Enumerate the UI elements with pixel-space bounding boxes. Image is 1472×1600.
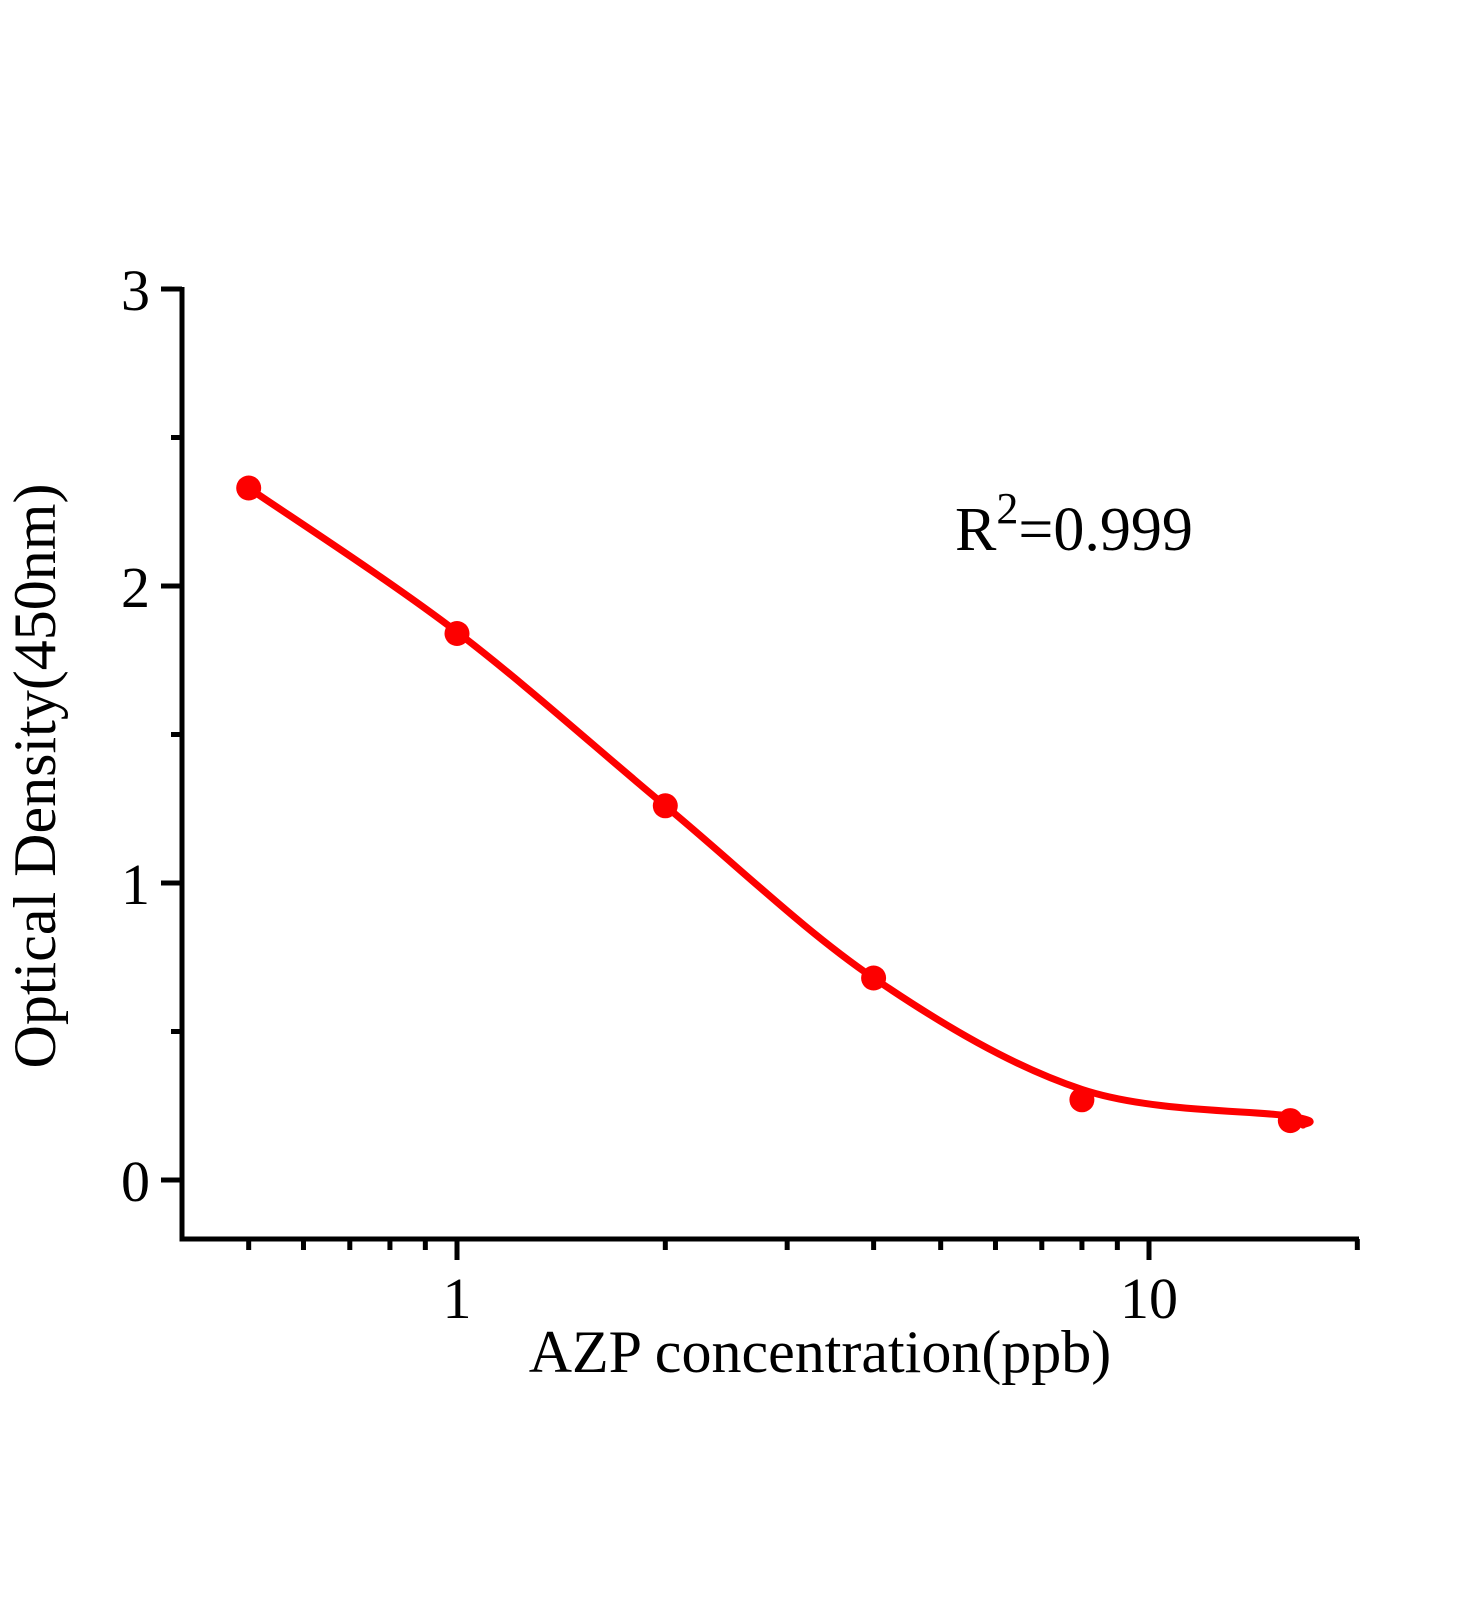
y-axis-major-ticks — [161, 286, 182, 1183]
y-tick-label: 1 — [121, 852, 150, 917]
y-axis-title: Optical Density(450nm) — [2, 484, 68, 1069]
x-axis-major-ticks — [454, 1239, 1152, 1260]
y-axis-tick-labels: 0 1 2 3 — [121, 258, 150, 1214]
x-tick-label: 1 — [443, 1266, 472, 1331]
y-axis-minor-ticks — [171, 435, 182, 1034]
data-point — [1277, 1108, 1303, 1134]
data-point — [1069, 1087, 1095, 1113]
data-point — [652, 793, 678, 819]
axis-spines — [179, 287, 1359, 1242]
r-squared-base: R — [955, 496, 997, 564]
y-tick-label: 0 — [121, 1149, 150, 1214]
r-squared-superscript: 2 — [996, 484, 1018, 533]
r-squared-annotation: R2=0.999 — [955, 484, 1193, 564]
x-axis-title: AZP concentration(ppb) — [529, 1319, 1112, 1385]
y-tick-label: 2 — [121, 555, 150, 620]
data-point — [444, 621, 470, 646]
r-squared-value: =0.999 — [1018, 496, 1192, 564]
x-tick-label: 10 — [1120, 1266, 1178, 1331]
fit-curve-line — [245, 484, 1314, 1129]
x-axis-tick-labels: 1 10 — [443, 1266, 1179, 1331]
x-axis-minor-ticks — [246, 1239, 1360, 1250]
y-tick-label: 3 — [121, 258, 150, 323]
data-point — [861, 965, 887, 991]
data-point — [236, 475, 262, 501]
data-points — [236, 475, 1303, 1134]
